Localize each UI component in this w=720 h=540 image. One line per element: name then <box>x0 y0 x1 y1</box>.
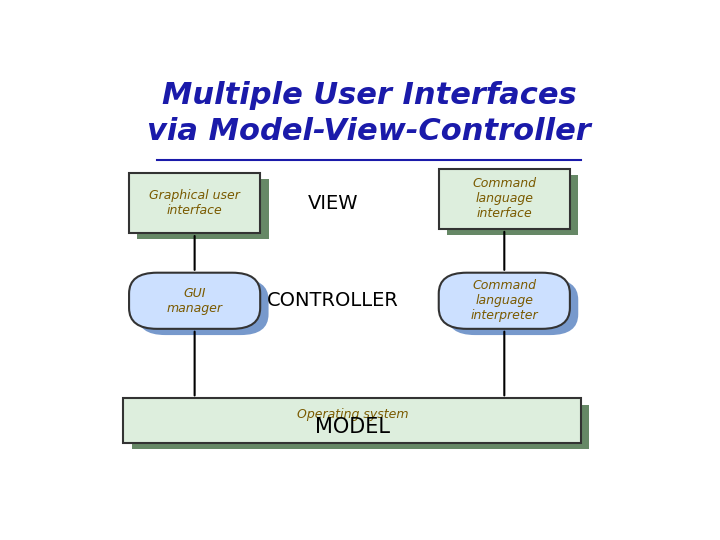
Text: GUI
manager: GUI manager <box>166 287 222 315</box>
Text: Operating system: Operating system <box>297 408 408 421</box>
FancyBboxPatch shape <box>129 173 260 233</box>
FancyBboxPatch shape <box>129 273 260 329</box>
Text: Command
language
interface: Command language interface <box>472 178 536 220</box>
Text: VIEW: VIEW <box>307 193 358 213</box>
Text: CONTROLLER: CONTROLLER <box>267 291 399 310</box>
FancyBboxPatch shape <box>438 273 570 329</box>
FancyBboxPatch shape <box>124 399 581 443</box>
FancyBboxPatch shape <box>447 279 578 335</box>
FancyBboxPatch shape <box>438 168 570 229</box>
Text: Graphical user
interface: Graphical user interface <box>149 189 240 217</box>
FancyBboxPatch shape <box>447 175 578 235</box>
Text: Command
language
interpreter: Command language interpreter <box>470 279 538 322</box>
FancyBboxPatch shape <box>138 279 269 335</box>
FancyBboxPatch shape <box>138 179 269 239</box>
Text: Multiple User Interfaces
via Model-View-Controller: Multiple User Interfaces via Model-View-… <box>147 82 591 146</box>
Text: MODEL: MODEL <box>315 417 390 437</box>
FancyBboxPatch shape <box>132 404 590 449</box>
